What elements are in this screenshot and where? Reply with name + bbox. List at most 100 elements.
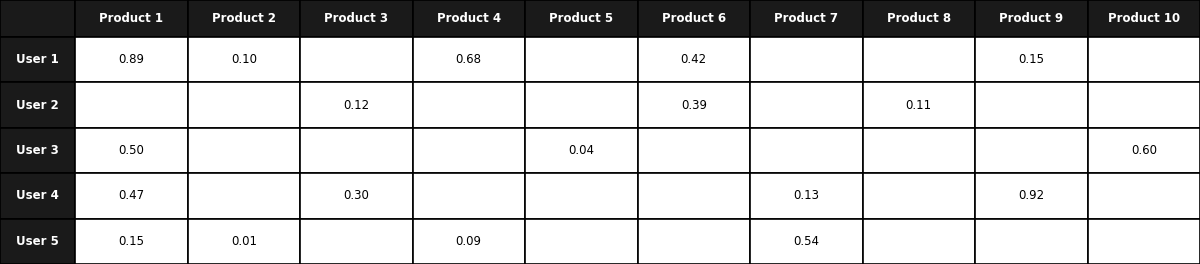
Text: Product 5: Product 5	[550, 12, 613, 25]
Text: 0.12: 0.12	[343, 98, 370, 112]
Bar	[526, 173, 637, 219]
Bar	[750, 173, 863, 219]
Bar	[526, 0, 637, 37]
Text: 0.68: 0.68	[456, 53, 481, 66]
Bar	[187, 82, 300, 128]
Text: Product 9: Product 9	[1000, 12, 1063, 25]
Bar	[1087, 37, 1200, 82]
Bar	[74, 219, 187, 264]
Bar	[74, 128, 187, 173]
Bar	[637, 219, 750, 264]
Bar	[750, 128, 863, 173]
Text: 0.01: 0.01	[230, 235, 257, 248]
Bar	[0, 219, 74, 264]
Bar	[0, 128, 74, 173]
Bar	[1087, 173, 1200, 219]
Bar	[637, 37, 750, 82]
Bar	[1087, 0, 1200, 37]
Bar	[187, 219, 300, 264]
Bar	[750, 219, 863, 264]
Bar	[526, 37, 637, 82]
Bar	[0, 37, 74, 82]
Bar	[526, 219, 637, 264]
Bar	[413, 219, 526, 264]
Text: 0.39: 0.39	[680, 98, 707, 112]
Bar	[863, 219, 974, 264]
Bar	[637, 0, 750, 37]
Bar	[863, 0, 974, 37]
Text: 0.42: 0.42	[680, 53, 707, 66]
Bar	[300, 219, 413, 264]
Text: 0.47: 0.47	[118, 189, 144, 202]
Bar	[1087, 82, 1200, 128]
Bar	[187, 128, 300, 173]
Bar	[974, 173, 1087, 219]
Bar	[863, 82, 974, 128]
Bar	[974, 128, 1087, 173]
Text: 0.54: 0.54	[793, 235, 820, 248]
Text: 0.11: 0.11	[906, 98, 932, 112]
Bar	[74, 0, 187, 37]
Bar	[974, 82, 1087, 128]
Text: 0.15: 0.15	[119, 235, 144, 248]
Text: 0.13: 0.13	[793, 189, 820, 202]
Text: Product 7: Product 7	[774, 12, 839, 25]
Text: 0.30: 0.30	[343, 189, 370, 202]
Text: Product 6: Product 6	[661, 12, 726, 25]
Text: 0.50: 0.50	[119, 144, 144, 157]
Bar	[637, 173, 750, 219]
Text: User 1: User 1	[16, 53, 59, 66]
Text: User 5: User 5	[16, 235, 59, 248]
Bar	[974, 0, 1087, 37]
Bar	[74, 37, 187, 82]
Text: 0.60: 0.60	[1130, 144, 1157, 157]
Bar	[187, 173, 300, 219]
Text: Product 4: Product 4	[437, 12, 500, 25]
Bar	[863, 173, 974, 219]
Bar	[0, 173, 74, 219]
Text: 0.15: 0.15	[1019, 53, 1044, 66]
Bar	[300, 37, 413, 82]
Bar	[750, 0, 863, 37]
Text: 0.92: 0.92	[1018, 189, 1044, 202]
Bar	[300, 82, 413, 128]
Bar	[300, 0, 413, 37]
Bar	[974, 37, 1087, 82]
Bar	[863, 37, 974, 82]
Bar	[526, 82, 637, 128]
Bar	[974, 219, 1087, 264]
Text: Product 8: Product 8	[887, 12, 950, 25]
Bar	[526, 128, 637, 173]
Bar	[413, 82, 526, 128]
Text: User 3: User 3	[16, 144, 59, 157]
Bar	[1087, 128, 1200, 173]
Bar	[0, 82, 74, 128]
Bar	[413, 0, 526, 37]
Bar	[413, 37, 526, 82]
Bar	[300, 173, 413, 219]
Bar	[413, 128, 526, 173]
Text: User 4: User 4	[16, 189, 59, 202]
Text: 0.04: 0.04	[569, 144, 594, 157]
Bar	[74, 173, 187, 219]
Bar	[1087, 219, 1200, 264]
Bar	[413, 173, 526, 219]
Bar	[187, 37, 300, 82]
Bar	[187, 0, 300, 37]
Text: Product 1: Product 1	[100, 12, 163, 25]
Bar	[74, 82, 187, 128]
Bar	[637, 82, 750, 128]
Bar	[637, 128, 750, 173]
Text: 0.10: 0.10	[230, 53, 257, 66]
Bar	[300, 128, 413, 173]
Text: Product 3: Product 3	[324, 12, 389, 25]
Text: User 2: User 2	[16, 98, 59, 112]
Bar	[750, 82, 863, 128]
Text: Product 10: Product 10	[1108, 12, 1180, 25]
Bar	[750, 37, 863, 82]
Bar	[863, 128, 974, 173]
Text: 0.09: 0.09	[456, 235, 481, 248]
Text: 0.89: 0.89	[119, 53, 144, 66]
Bar	[0, 0, 74, 37]
Text: Product 2: Product 2	[211, 12, 276, 25]
